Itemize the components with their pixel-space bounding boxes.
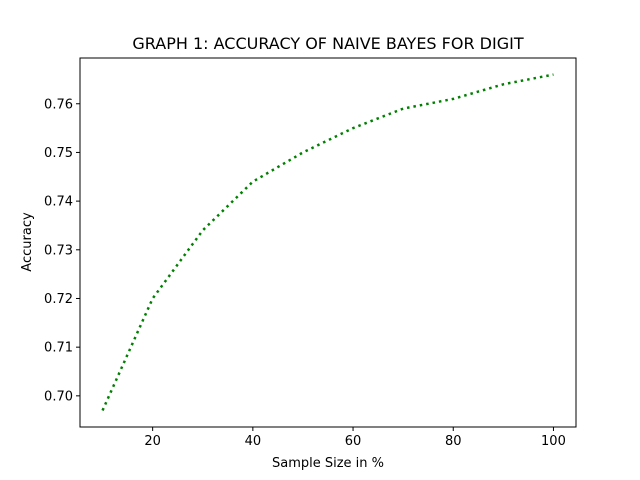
y-tick-label: 0.73 — [44, 243, 73, 258]
y-tick-label: 0.72 — [44, 292, 73, 307]
y-axis: 0.70 0.71 0.72 0.73 0.74 0.75 0.76 — [44, 97, 80, 404]
y-tick-label: 0.70 — [44, 389, 73, 404]
y-tick-label: 0.75 — [44, 146, 73, 161]
x-tick-label: 100 — [541, 434, 566, 449]
x-axis: 20 40 60 80 100 — [144, 427, 566, 449]
y-axis-label: Accuracy — [20, 212, 35, 272]
x-tick-label: 20 — [144, 434, 161, 449]
accuracy-line — [101, 73, 554, 411]
x-tick-label: 60 — [345, 434, 362, 449]
x-tick-label: 80 — [445, 434, 462, 449]
y-tick-label: 0.76 — [44, 97, 73, 112]
plot-area — [101, 73, 554, 411]
axes-frame — [79, 57, 577, 428]
y-tick-label: 0.71 — [44, 341, 73, 356]
x-tick-label: 40 — [245, 434, 262, 449]
x-axis-label: Sample Size in % — [272, 456, 384, 471]
chart-title: GRAPH 1: ACCURACY OF NAIVE BAYES FOR DIG… — [132, 34, 523, 53]
y-tick-label: 0.74 — [44, 195, 73, 210]
